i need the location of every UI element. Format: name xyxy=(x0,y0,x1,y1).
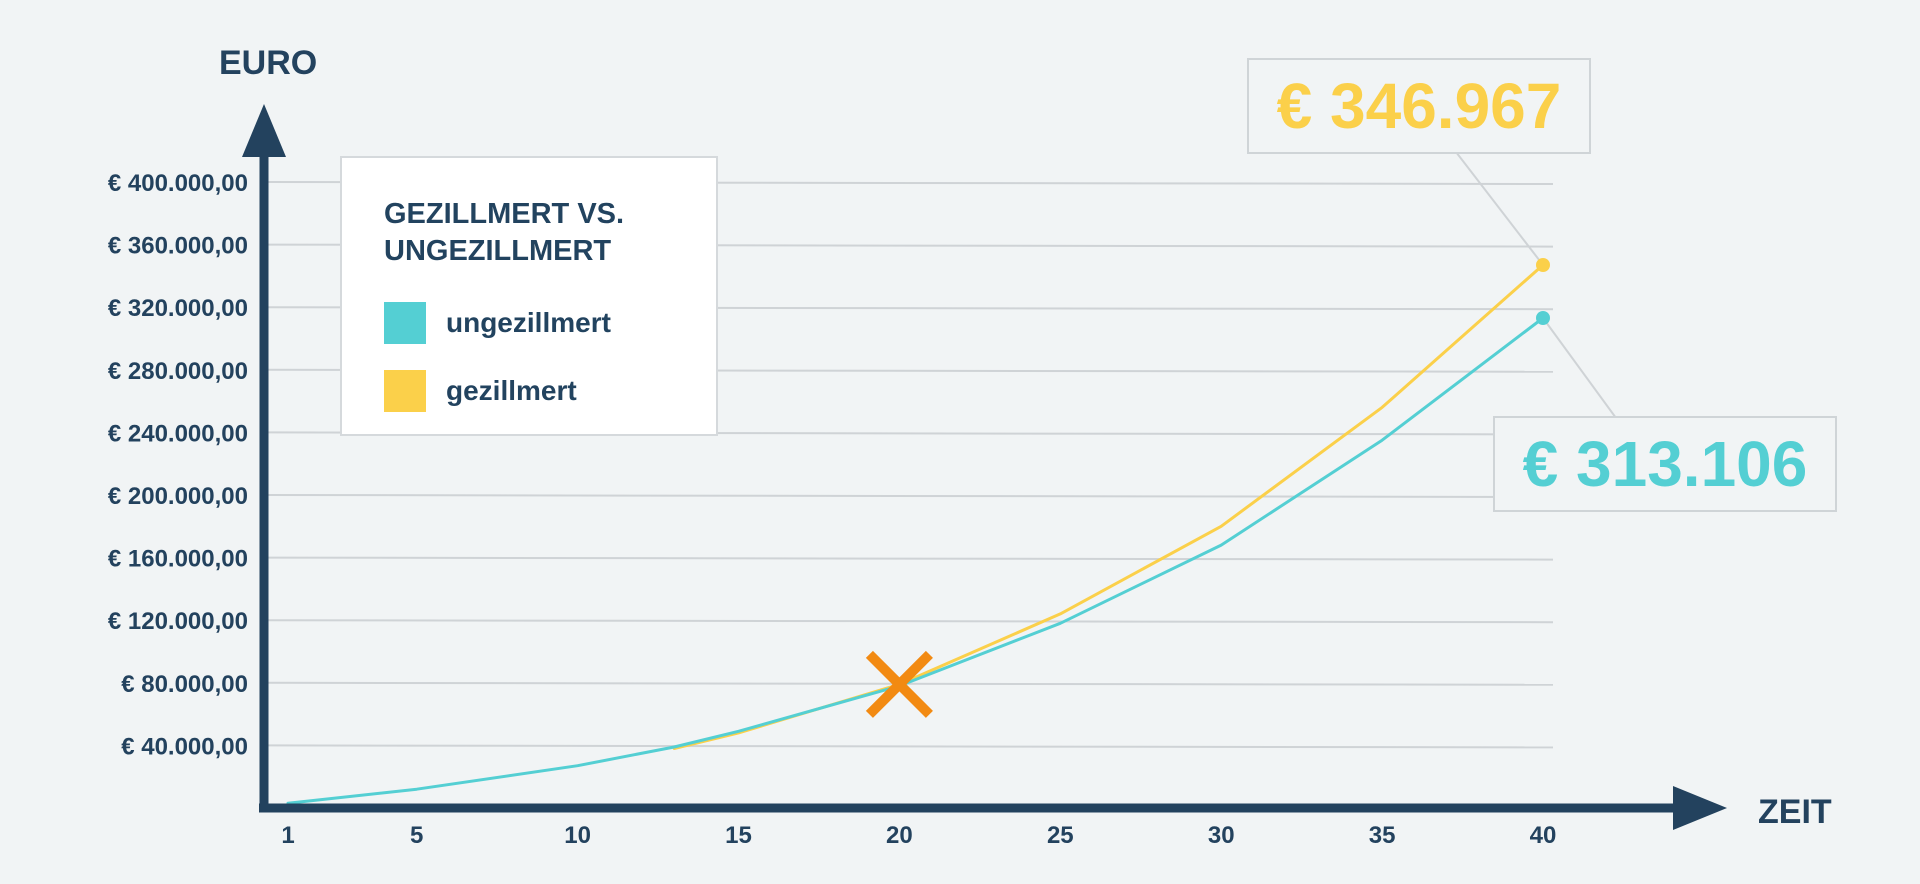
y-tick-label: € 360.000,00 xyxy=(108,233,248,260)
y-axis-label: EURO xyxy=(219,44,317,82)
x-tick-label: 20 xyxy=(886,822,913,849)
x-tick-label: 1 xyxy=(281,822,294,849)
callout-ungezillmert-text: € 313.106 xyxy=(1522,428,1808,500)
x-tick-label: 40 xyxy=(1530,822,1557,849)
gridline xyxy=(265,556,1554,561)
series-line-gezillmert xyxy=(672,263,1545,750)
x-axis-arrow xyxy=(1673,786,1727,830)
gridline xyxy=(265,744,1554,749)
x-tick-label: 15 xyxy=(725,822,752,849)
y-tick-label: € 160.000,00 xyxy=(108,546,248,573)
legend-item-gezillmert: gezillmert xyxy=(384,370,577,412)
gridline xyxy=(265,619,1554,624)
y-tick-label: € 240.000,00 xyxy=(108,420,248,447)
series-lines xyxy=(286,257,1550,805)
legend-swatch-gezillmert xyxy=(384,370,426,412)
legend-swatch-ungezillmert xyxy=(384,302,426,344)
x-tick-label: 35 xyxy=(1369,822,1396,849)
crossover-marker xyxy=(865,650,933,718)
connector-gezillmert xyxy=(1455,151,1544,266)
y-tick-label: € 280.000,00 xyxy=(108,358,248,385)
x-tick-label: 25 xyxy=(1047,822,1074,849)
cross-marker-stroke xyxy=(865,650,933,718)
axes xyxy=(242,104,1727,830)
y-axis-arrow xyxy=(242,104,286,157)
y-tick-label: € 40.000,00 xyxy=(121,733,248,760)
callout-gezillmert-value: € 346.967 xyxy=(1247,58,1591,154)
gridline xyxy=(265,494,1554,498)
legend-label-gezillmert: gezillmert xyxy=(446,375,577,406)
callout-gezillmert-text: € 346.967 xyxy=(1276,70,1562,142)
connector-ungezillmert xyxy=(1542,317,1617,419)
y-tick-label: € 120.000,00 xyxy=(108,608,248,635)
endpoint-ungezillmert xyxy=(1536,310,1550,325)
legend-title: GEZILLMERT VS. UNGEZILLMERT xyxy=(384,198,625,267)
x-tick-label: 30 xyxy=(1208,822,1235,849)
legend: GEZILLMERT VS. UNGEZILLMERT ungezillmert… xyxy=(340,156,718,436)
callout-connectors xyxy=(1455,151,1617,419)
gridline xyxy=(265,681,1554,686)
legend-item-ungezillmert: ungezillmert xyxy=(384,302,611,344)
x-tick-label: 5 xyxy=(410,822,423,849)
x-tick-label: 10 xyxy=(564,822,591,849)
legend-label-ungezillmert: ungezillmert xyxy=(446,307,611,338)
y-tick-label: € 80.000,00 xyxy=(121,671,248,698)
x-tick-labels: 1 5 10 15 20 25 30 35 40 xyxy=(281,822,1556,849)
x-axis-label: ZEIT xyxy=(1758,793,1832,831)
series-line-ungezillmert xyxy=(286,316,1545,805)
endpoint-gezillmert xyxy=(1536,257,1550,272)
callout-ungezillmert-value: € 313.106 xyxy=(1493,416,1837,512)
y-tick-labels: € 40.000,00 € 80.000,00 € 120.000,00 € 160.… xyxy=(108,170,248,760)
y-tick-label: € 400.000,00 xyxy=(108,170,248,197)
y-tick-label: € 200.000,00 xyxy=(108,483,248,510)
y-tick-label: € 320.000,00 xyxy=(108,295,248,322)
